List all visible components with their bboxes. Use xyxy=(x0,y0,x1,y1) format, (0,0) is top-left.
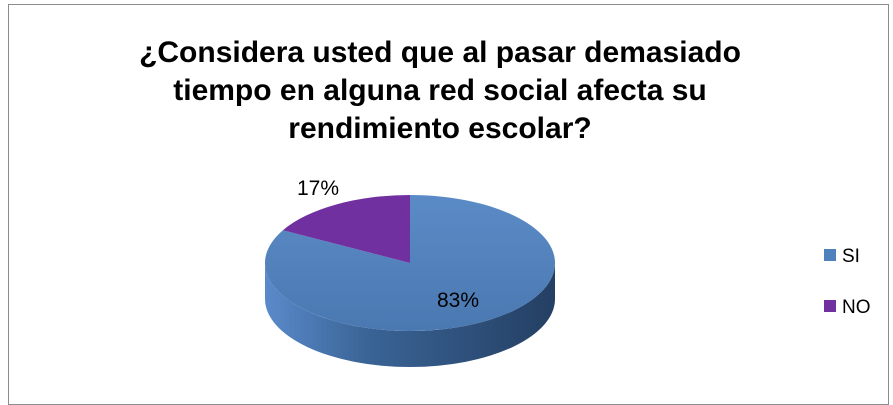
chart-title-line-3: rendimiento escolar? xyxy=(288,112,591,145)
pie-group xyxy=(265,195,555,367)
data-label-no: 17% xyxy=(297,177,339,200)
chart-title-line-2: tiempo en alguna red social afecta su xyxy=(173,74,707,107)
legend-swatch-no xyxy=(824,300,836,312)
legend-swatch-si xyxy=(824,249,836,261)
data-label-si: 83% xyxy=(437,289,479,312)
pie-slice-no xyxy=(282,195,410,263)
chart-title-line-1: ¿Considera usted que al pasar demasiado xyxy=(139,36,741,69)
pie-side-si xyxy=(265,263,555,367)
legend-label-no: NO xyxy=(842,297,871,318)
chart-title: ¿Considera usted que al pasar demasiado … xyxy=(139,36,741,145)
legend-label-si: SI xyxy=(842,246,860,267)
legend: SI NO xyxy=(824,246,871,318)
